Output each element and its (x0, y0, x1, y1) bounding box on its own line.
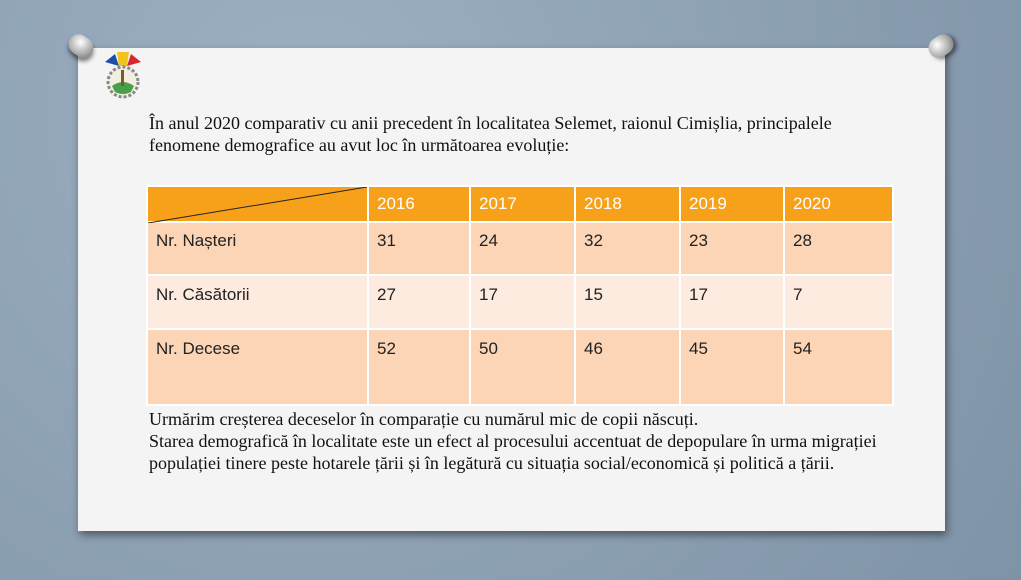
cell: 7 (783, 274, 894, 330)
year-header: 2018 (574, 185, 681, 223)
year-header: 2016 (367, 185, 471, 223)
cell: 46 (574, 328, 681, 406)
conclusion-line: Urmărim creșterea deceselor în comparați… (149, 409, 699, 429)
conclusion-text: Urmărim creșterea deceselor în comparați… (149, 408, 939, 474)
year-header: 2020 (783, 185, 894, 223)
cell: 54 (783, 328, 894, 406)
cell: 50 (469, 328, 576, 406)
table-row: Nr. Nașteri 31 24 32 23 28 (146, 221, 894, 276)
table-row: Nr. Căsătorii 27 17 15 17 7 (146, 274, 894, 330)
row-label: Nr. Căsătorii (146, 274, 369, 330)
table-row: Nr. Decese 52 50 46 45 54 (146, 328, 894, 406)
demographics-table: 2016 2017 2018 2019 2020 Nr. Nașteri 31 … (146, 185, 894, 406)
cell: 31 (367, 221, 471, 276)
diagonal-corner-cell (146, 185, 369, 223)
cell: 17 (679, 274, 785, 330)
village-coat-of-arms-logo (105, 52, 141, 99)
cell: 32 (574, 221, 681, 276)
cell: 17 (469, 274, 576, 330)
conclusion-line: Starea demografică în localitate este un… (149, 431, 877, 473)
intro-text: În anul 2020 comparativ cu anii preceden… (149, 113, 832, 155)
cell: 45 (679, 328, 785, 406)
row-label: Nr. Decese (146, 328, 369, 406)
year-header: 2017 (469, 185, 576, 223)
cell: 28 (783, 221, 894, 276)
cell: 52 (367, 328, 471, 406)
cell: 23 (679, 221, 785, 276)
table-header-row: 2016 2017 2018 2019 2020 (146, 185, 894, 223)
cell: 27 (367, 274, 471, 330)
year-header: 2019 (679, 185, 785, 223)
cell: 24 (469, 221, 576, 276)
row-label: Nr. Nașteri (146, 221, 369, 276)
cell: 15 (574, 274, 681, 330)
